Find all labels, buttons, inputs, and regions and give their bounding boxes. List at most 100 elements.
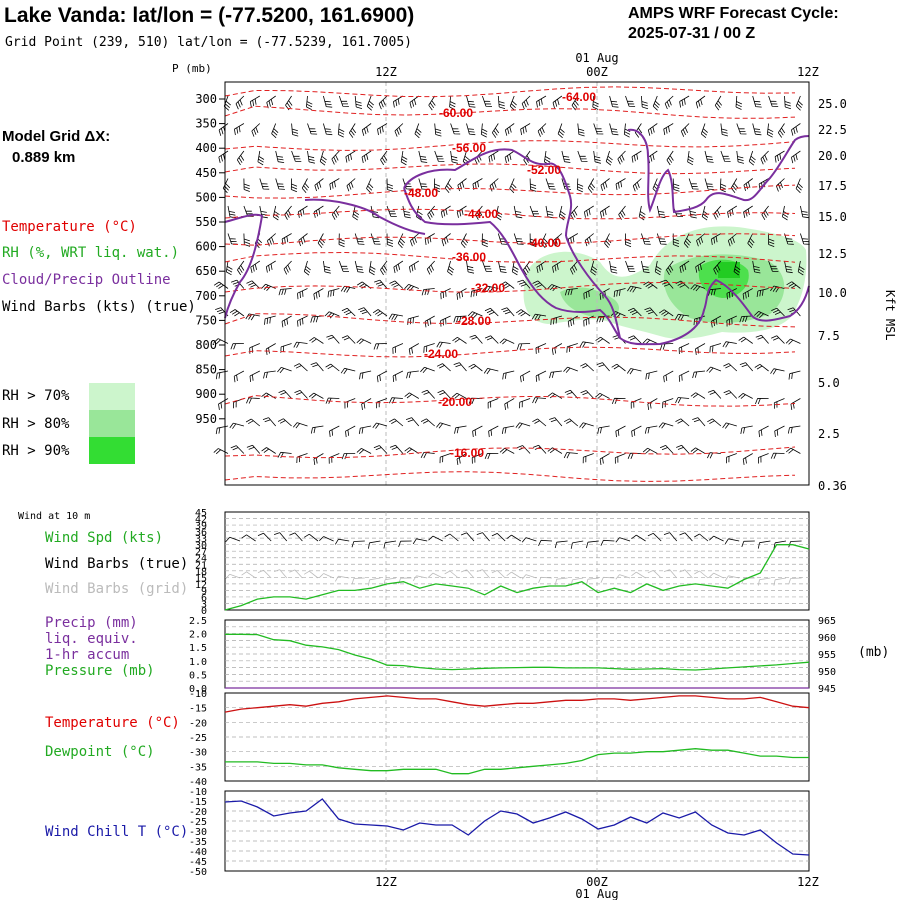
- surface-wind-barb: [694, 570, 709, 579]
- axis-tick-label: 33: [195, 534, 207, 545]
- wind-barb: [259, 205, 268, 219]
- axis-tick-label: -45: [189, 857, 207, 868]
- rh90-core: [718, 262, 740, 278]
- wind-barb: [389, 280, 404, 289]
- wind-barb: [509, 178, 517, 194]
- pressure-tick-labels: 300 350 400 450 500 550 600 650 700 750 800 850 900 9…: [195, 92, 225, 426]
- wind-barb: [784, 260, 793, 274]
- surface-wind-barb: [615, 537, 631, 543]
- surface-wind-barb: [428, 535, 443, 542]
- isotherm: [224, 251, 796, 263]
- wind-barb: [259, 178, 270, 190]
- wind-barb: [427, 205, 436, 220]
- wind-barb: [263, 370, 276, 379]
- wind-barb: [356, 338, 372, 345]
- wind-barb: [634, 123, 643, 138]
- wind-barb: [659, 445, 674, 454]
- wind-barb: [377, 123, 388, 136]
- wind-barb: [758, 453, 769, 464]
- model-grid-label: Model Grid ΔX:: [2, 128, 110, 145]
- wind-barb: [466, 260, 475, 274]
- surface-wind-barb: [631, 571, 646, 579]
- surface-wind-barb: [724, 575, 740, 582]
- wind-barb: [675, 280, 690, 289]
- legend-wind-barbs-true: Wind Barbs (true): [45, 556, 188, 572]
- wind-barb: [727, 205, 738, 218]
- wind-barb: [587, 178, 596, 193]
- wind-barb: [652, 95, 660, 111]
- wind-barb: [447, 260, 455, 276]
- wind-barb: [738, 393, 753, 399]
- axis-tick-label: 965: [818, 616, 836, 627]
- pressure-tick: 950: [195, 412, 217, 426]
- wind-barb: [213, 448, 229, 455]
- wind-barb: [730, 178, 739, 193]
- wind-barb: [642, 447, 658, 454]
- pressure-line: [225, 633, 810, 671]
- wind-barb: [547, 284, 563, 292]
- wind-barb: [281, 315, 292, 328]
- wind-barb: [770, 368, 785, 375]
- wind-barb: [516, 343, 531, 350]
- height-tick: 5.0: [818, 376, 840, 390]
- wind-barb: [218, 123, 229, 136]
- wind-barb: [291, 150, 302, 162]
- wind-barb: [733, 260, 741, 276]
- top-time-label-2: 00Z: [586, 65, 608, 79]
- surface-wind-barb: [663, 532, 678, 542]
- wind-barb: [415, 205, 423, 221]
- wind-barb: [285, 95, 293, 111]
- wind-barb: [298, 233, 308, 247]
- cloud-precip-outline: [224, 128, 810, 346]
- surface-wind-barb: [273, 532, 288, 542]
- wind-barb: [645, 370, 658, 380]
- wind-barb: [452, 336, 467, 344]
- wind-barb: [597, 425, 610, 434]
- bottom-time-label-3: 12Z: [797, 875, 819, 889]
- wind-barb: [701, 205, 709, 221]
- wind-barb: [584, 233, 594, 247]
- bottom-date-label: 01 Aug: [575, 887, 618, 900]
- wind-chill-line: [224, 798, 810, 856]
- axis-tick-label: -35: [189, 762, 207, 773]
- wind-barb: [695, 95, 706, 109]
- wind-barb: [652, 178, 660, 194]
- wind-barb: [549, 370, 562, 379]
- wind-barb: [609, 95, 619, 108]
- wind-barb: [600, 205, 610, 218]
- wind-barb: [472, 178, 483, 190]
- wind-barb: [297, 205, 308, 218]
- height-tick-labels: 25.0 22.5 20.0 17.5 15.0 12.5 10.0 7.5 5.0 2.5 0.3…: [818, 97, 847, 493]
- pressure-tick: 400: [195, 141, 217, 155]
- wind-barb: [466, 123, 476, 136]
- wind-barb: [611, 397, 626, 405]
- wind-barb: [366, 178, 374, 194]
- wind-barb: [521, 95, 531, 110]
- wind-barb: [482, 260, 493, 272]
- wind-barb: [561, 150, 571, 163]
- wind-barb: [658, 309, 674, 317]
- wind-barb: [243, 178, 250, 192]
- wind-barb: [394, 123, 404, 137]
- wind-barb: [709, 343, 722, 353]
- wind-barb: [482, 95, 493, 107]
- axis-tick-label: 1.0: [189, 657, 207, 668]
- wind-barb: [708, 288, 721, 296]
- surface-wind-barb: [521, 574, 537, 580]
- wind-barb: [693, 315, 706, 326]
- wind-barb: [675, 418, 690, 427]
- wind-barb: [424, 233, 435, 245]
- wind-barb: [770, 452, 785, 459]
- axis-tick-label: 42: [195, 515, 207, 526]
- wind-barb: [711, 233, 722, 245]
- wind-barb: [324, 311, 340, 319]
- wind-barb: [690, 284, 706, 292]
- wind-barb: [235, 95, 245, 110]
- wind-barb: [631, 425, 642, 438]
- axis-tick-label: 0.0: [189, 684, 207, 695]
- wind-barb: [400, 150, 408, 166]
- wind-barb: [785, 338, 801, 345]
- surface-wind-barb: [412, 575, 428, 582]
- wind-barb: [215, 425, 229, 435]
- surface-wind-barb: [303, 570, 319, 579]
